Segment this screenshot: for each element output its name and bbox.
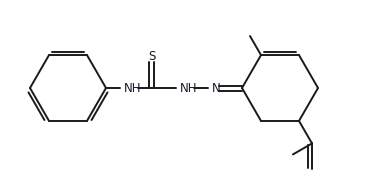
Text: N: N (212, 82, 221, 94)
Text: S: S (148, 50, 156, 62)
Text: NH: NH (180, 82, 198, 94)
Text: NH: NH (124, 82, 142, 94)
